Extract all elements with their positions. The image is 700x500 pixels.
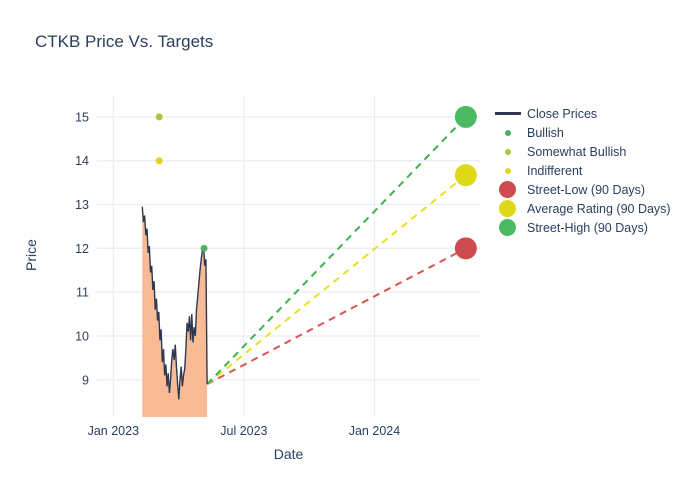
y-tick-label: 14	[75, 154, 89, 168]
y-tick-label: 9	[82, 373, 89, 387]
target-circle-average-rating-90-days[interactable]	[454, 164, 477, 187]
projection-line-average-rating-90-days	[206, 174, 467, 385]
projection-line-street-low-90-days	[206, 247, 467, 386]
rating-dot-bullish[interactable]	[200, 244, 208, 252]
projection-line-street-high-90-days	[206, 116, 467, 385]
chart-title: CTKB Price Vs. Targets	[35, 32, 214, 51]
legend-item-bullish[interactable]: Bullish	[494, 123, 671, 142]
legend-item-label: Average Rating (90 Days)	[527, 201, 671, 216]
rating-dot-somewhat-bullish[interactable]	[155, 113, 163, 121]
x-axis-title: Date	[273, 446, 304, 462]
legend-item-label: Street-High (90 Days)	[527, 220, 648, 235]
legend-item-close-prices[interactable]: Close Prices	[494, 104, 671, 123]
close-price-area	[142, 206, 208, 417]
close-prices-line-swatch	[494, 112, 521, 115]
y-tick-label: 15	[75, 110, 89, 124]
legend-item-label: Street-Low (90 Days)	[527, 182, 646, 197]
street-low-circle-icon	[494, 181, 521, 198]
x-tick-label: Jan 2023	[88, 424, 139, 438]
legend: Close Prices Bullish Somewhat Bullish In…	[494, 104, 671, 237]
street-high-circle-icon	[494, 219, 521, 236]
somewhat-bullish-dot-icon	[494, 148, 521, 155]
legend-item-label: Bullish	[527, 125, 564, 140]
x-tick-label: Jul 2023	[220, 424, 267, 438]
target-circle-street-low-90-days[interactable]	[454, 237, 477, 260]
legend-item-label: Indifferent	[527, 163, 583, 178]
legend-item-average-rating[interactable]: Average Rating (90 Days)	[494, 199, 671, 218]
legend-item-street-high[interactable]: Street-High (90 Days)	[494, 218, 671, 237]
y-tick-label: 13	[75, 198, 89, 212]
legend-item-label: Somewhat Bullish	[527, 144, 627, 159]
legend-item-somewhat-bullish[interactable]: Somewhat Bullish	[494, 142, 671, 161]
rating-dot-indifferent[interactable]	[155, 157, 163, 165]
y-tick-label: 12	[75, 242, 89, 256]
target-circle-street-high-90-days[interactable]	[454, 105, 477, 128]
legend-item-indifferent[interactable]: Indifferent	[494, 161, 671, 180]
bullish-dot-icon	[494, 129, 521, 136]
indifferent-dot-icon	[494, 167, 521, 174]
x-tick-label: Jan 2024	[349, 424, 400, 438]
average-rating-circle-icon	[494, 200, 521, 217]
legend-item-label: Close Prices	[527, 106, 598, 121]
close-price-line[interactable]	[141, 206, 208, 400]
y-tick-label: 10	[75, 329, 89, 343]
y-tick-label: 11	[76, 286, 89, 300]
legend-item-street-low[interactable]: Street-Low (90 Days)	[494, 180, 671, 199]
